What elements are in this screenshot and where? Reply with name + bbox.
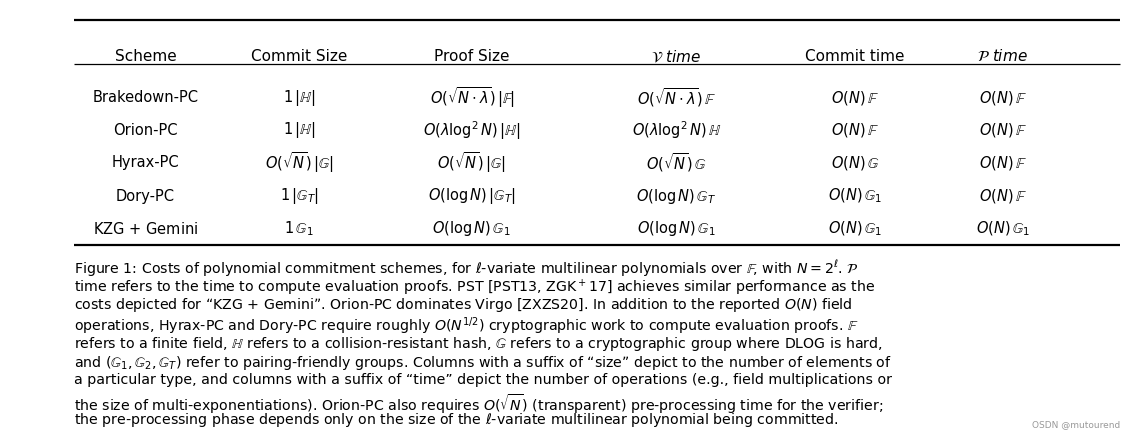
Text: $O(\sqrt{N \cdot \lambda})\,\mathbb{F}$: $O(\sqrt{N \cdot \lambda})\,\mathbb{F}$: [637, 86, 716, 109]
Text: $O(\sqrt{N \cdot \lambda})\,|\mathbb{F}|$: $O(\sqrt{N \cdot \lambda})\,|\mathbb{F}|…: [430, 85, 514, 110]
Text: Proof Size: Proof Size: [434, 49, 509, 64]
Text: $O(N)\,\mathbb{F}$: $O(N)\,\mathbb{F}$: [979, 154, 1027, 172]
Text: $1\,\mathbb{G}_1$: $1\,\mathbb{G}_1$: [284, 219, 314, 238]
Text: $O(N)\,\mathbb{F}$: $O(N)\,\mathbb{F}$: [831, 121, 879, 139]
Text: $O(N)\,\mathbb{F}$: $O(N)\,\mathbb{F}$: [979, 89, 1027, 107]
Text: $O(\log N)\,\mathbb{G}_1$: $O(\log N)\,\mathbb{G}_1$: [432, 219, 512, 238]
Text: $1\,|\mathbb{G}_T|$: $1\,|\mathbb{G}_T|$: [280, 186, 318, 206]
Text: $O(\lambda\log^2 N)\,|\mathbb{H}|$: $O(\lambda\log^2 N)\,|\mathbb{H}|$: [423, 119, 521, 141]
Text: the pre-processing phase depends only on the size of the $\ell$-variate multilin: the pre-processing phase depends only on…: [74, 411, 838, 429]
Text: $O(N)\,\mathbb{G}_1$: $O(N)\,\mathbb{G}_1$: [828, 187, 882, 205]
Text: $O(N)\,\mathbb{G}$: $O(N)\,\mathbb{G}$: [831, 154, 879, 172]
Text: $O(\log N)\,\mathbb{G}_T$: $O(\log N)\,\mathbb{G}_T$: [637, 187, 716, 206]
Text: $O(\lambda\log^2 N)\,\mathbb{H}$: $O(\lambda\log^2 N)\,\mathbb{H}$: [631, 119, 722, 141]
Text: $O(N)\,\mathbb{G}_1$: $O(N)\,\mathbb{G}_1$: [976, 220, 1030, 238]
Text: $O(N)\,\mathbb{G}_1$: $O(N)\,\mathbb{G}_1$: [828, 220, 882, 238]
Text: OSDN @mutourend: OSDN @mutourend: [1031, 420, 1120, 429]
Text: $O(\sqrt{N})\,\mathbb{G}$: $O(\sqrt{N})\,\mathbb{G}$: [646, 151, 707, 174]
Text: Brakedown-PC: Brakedown-PC: [92, 90, 199, 105]
Text: Commit Size: Commit Size: [251, 49, 347, 64]
Text: a particular type, and columns with a suffix of “time” depict the number of oper: a particular type, and columns with a su…: [74, 373, 891, 387]
Text: operations, Hyrax-PC and Dory-PC require roughly $O(N^{1/2})$ cryptographic work: operations, Hyrax-PC and Dory-PC require…: [74, 316, 858, 337]
Text: KZG $+$ Gemini: KZG $+$ Gemini: [93, 221, 198, 237]
Text: costs depicted for “KZG $+$ Gemini”. Orion-PC dominates Virgo [ZXZS20]. In addit: costs depicted for “KZG $+$ Gemini”. Ori…: [74, 296, 853, 314]
Text: $O(\log N)\,\mathbb{G}_1$: $O(\log N)\,\mathbb{G}_1$: [637, 219, 716, 238]
Text: refers to a finite field, $\mathbb{H}$ refers to a collision-resistant hash, $\m: refers to a finite field, $\mathbb{H}$ r…: [74, 335, 882, 352]
Text: $O(N)\,\mathbb{F}$: $O(N)\,\mathbb{F}$: [979, 187, 1027, 205]
Text: $\mathcal{P}$ time: $\mathcal{P}$ time: [978, 49, 1028, 64]
Text: $\mathcal{V}$ time: $\mathcal{V}$ time: [652, 49, 702, 64]
Text: Scheme: Scheme: [115, 49, 176, 64]
Text: $1\,|\mathbb{H}|$: $1\,|\mathbb{H}|$: [283, 88, 315, 108]
Text: Figure 1: Costs of polynomial commitment schemes, for $\ell$-variate multilinear: Figure 1: Costs of polynomial commitment…: [74, 258, 858, 279]
Text: time refers to the time to compute evaluation proofs. PST [PST13, ZGK$^+$17] ach: time refers to the time to compute evalu…: [74, 277, 875, 298]
Text: $O(\sqrt{N})\,|\mathbb{G}|$: $O(\sqrt{N})\,|\mathbb{G}|$: [438, 150, 506, 175]
Text: $O(N)\,\mathbb{F}$: $O(N)\,\mathbb{F}$: [979, 121, 1027, 139]
Text: Commit time: Commit time: [805, 49, 905, 64]
Text: $O(\log N)\,|\mathbb{G}_T|$: $O(\log N)\,|\mathbb{G}_T|$: [428, 186, 516, 206]
Text: $O(N)\,\mathbb{F}$: $O(N)\,\mathbb{F}$: [831, 89, 879, 107]
Text: Orion-PC: Orion-PC: [114, 123, 177, 138]
Text: the size of multi-exponentiations). Orion-PC also requires $O(\sqrt{N})$ (transp: the size of multi-exponentiations). Orio…: [74, 392, 883, 416]
Text: $1\,|\mathbb{H}|$: $1\,|\mathbb{H}|$: [283, 120, 315, 140]
Text: Dory-PC: Dory-PC: [116, 189, 175, 204]
Text: $O(\sqrt{N})\,|\mathbb{G}|$: $O(\sqrt{N})\,|\mathbb{G}|$: [265, 150, 333, 175]
Text: Hyrax-PC: Hyrax-PC: [111, 155, 180, 170]
Text: and $(\mathbb{G}_1, \mathbb{G}_2, \mathbb{G}_T)$ refer to pairing-friendly group: and $(\mathbb{G}_1, \mathbb{G}_2, \mathb…: [74, 354, 891, 372]
